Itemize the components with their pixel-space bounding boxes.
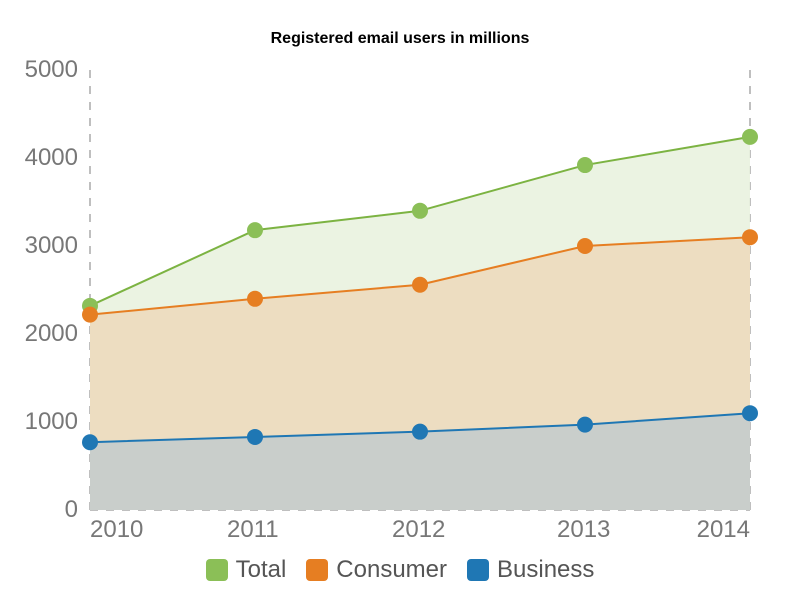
legend-swatch — [467, 559, 489, 581]
x-tick-label: 2012 — [392, 516, 445, 544]
y-tick-label: 5000 — [25, 56, 78, 84]
chart-container: Registered email users in millions Total… — [0, 0, 800, 600]
legend-item: Business — [467, 556, 594, 584]
x-tick-label: 2010 — [90, 516, 143, 544]
y-tick-label: 0 — [65, 496, 78, 524]
chart-plot — [0, 0, 800, 600]
y-tick-label: 1000 — [25, 408, 78, 436]
y-tick-label: 2000 — [25, 320, 78, 348]
legend-item: Total — [206, 556, 287, 584]
legend-label: Total — [236, 556, 287, 584]
y-tick-label: 4000 — [25, 144, 78, 172]
y-tick-label: 3000 — [25, 232, 78, 260]
legend-swatch — [306, 559, 328, 581]
x-tick-label: 2013 — [557, 516, 610, 544]
x-tick-label: 2011 — [227, 516, 279, 544]
legend-label: Business — [497, 556, 594, 584]
chart-legend: Total Consumer Business — [0, 556, 800, 586]
x-tick-label: 2014 — [697, 516, 750, 544]
legend-item: Consumer — [306, 556, 447, 584]
legend-label: Consumer — [336, 556, 447, 584]
legend-swatch — [206, 559, 228, 581]
